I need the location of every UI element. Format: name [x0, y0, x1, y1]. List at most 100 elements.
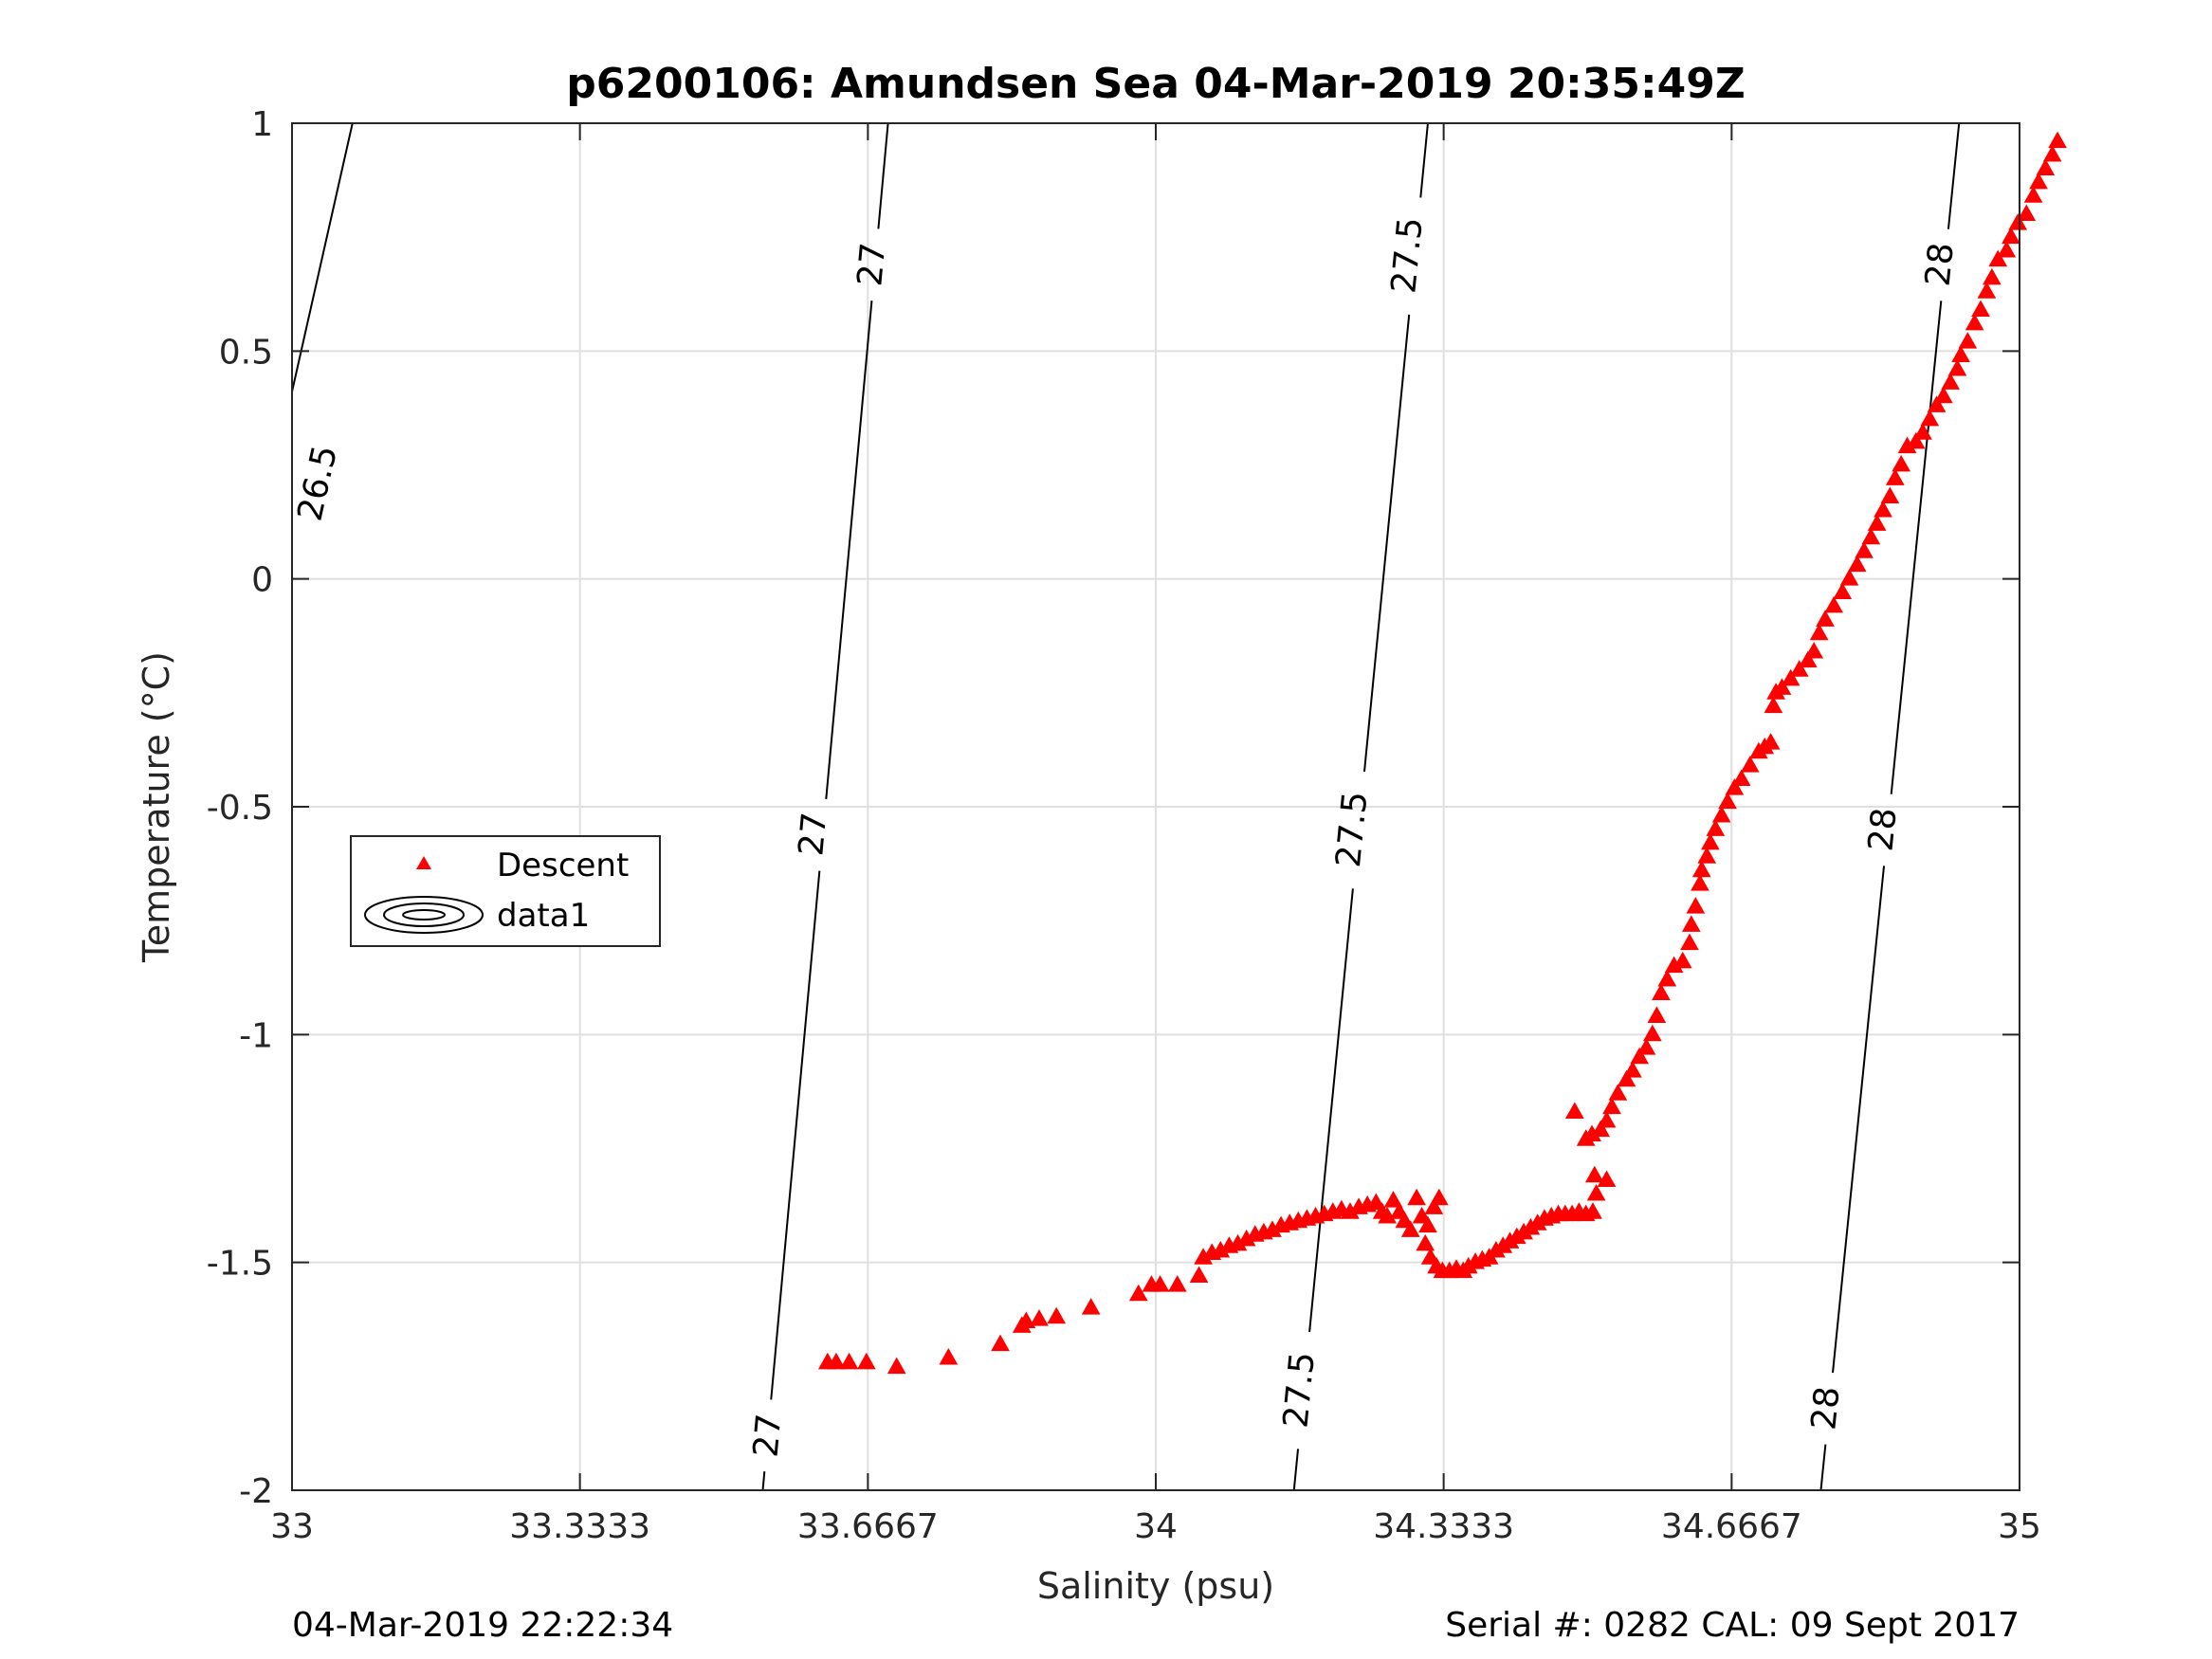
descent-point-148	[2008, 213, 2028, 230]
contour-label-27-0: 27	[746, 1413, 789, 1459]
legend-label-descent: Descent	[497, 847, 629, 884]
descent-point-77	[1597, 1170, 1617, 1188]
descent-point-87	[1630, 1047, 1650, 1065]
descent-point-147	[2002, 227, 2020, 245]
x-tick-label-2: 33.6667	[797, 1507, 939, 1546]
contour-28-segment-2	[1890, 301, 1943, 794]
descent-point-40	[1383, 1191, 1403, 1208]
descent-point-101	[1701, 832, 1720, 850]
descent-point-134	[1920, 409, 1940, 427]
contour-27-segment-2	[825, 301, 873, 800]
density-contours	[292, 123, 1961, 1490]
descent-point-146	[1997, 240, 2017, 258]
x-tick-label-3: 34	[1134, 1507, 1178, 1546]
descent-point-153	[2042, 145, 2062, 162]
descent-point-139	[1951, 345, 1970, 363]
descent-point-118	[1809, 623, 1829, 641]
descent-point-143	[1977, 282, 1997, 299]
descent-point-142	[1971, 300, 1990, 317]
descent-point-152	[2036, 158, 2056, 175]
descent-point-96	[1681, 915, 1701, 932]
descent-point-149	[2017, 204, 2037, 222]
y-tick-labels: 1 0.5 0 -0.5 -1 -1.5 -2	[207, 105, 273, 1511]
descent-point-14	[1150, 1275, 1170, 1292]
x-tick-label-0: 33	[270, 1507, 314, 1546]
descent-point-81	[1591, 1120, 1611, 1138]
y-tick-label-0: 1	[251, 105, 273, 144]
descent-point-39	[1378, 1206, 1398, 1224]
descent-point-8	[1016, 1311, 1036, 1329]
contour-26.5-segment-1	[292, 123, 354, 396]
descent-point-74	[1583, 1202, 1602, 1219]
descent-point-48	[1429, 1188, 1449, 1206]
descent-point-145	[1988, 249, 2008, 267]
descent-point-100	[1697, 847, 1717, 864]
descent-point-120	[1824, 595, 1843, 613]
contour-28-segment-0	[1819, 1444, 1827, 1490]
descent-point-107	[1740, 756, 1760, 773]
x-tick-label-4: 34.3333	[1373, 1507, 1514, 1546]
footer-timestamp: 04-Mar-2019 22:22:34	[292, 1606, 673, 1645]
legend-triangle-marker	[416, 856, 431, 869]
descent-point-9	[1030, 1309, 1049, 1326]
descent-point-16	[1189, 1266, 1209, 1283]
descent-point-106	[1731, 769, 1751, 787]
contour-label-28-1: 28	[1861, 806, 1904, 853]
descent-point-85	[1617, 1069, 1636, 1087]
descent-point-75	[1586, 1183, 1606, 1201]
legend-contour-marker	[364, 896, 484, 934]
y-tick-label-5: -1.5	[207, 1245, 273, 1284]
descent-point-125	[1861, 527, 1881, 545]
descent-point-150	[2023, 186, 2043, 203]
descent-point-137	[1941, 373, 1960, 390]
descent-series	[817, 131, 2067, 1375]
descent-point-86	[1623, 1061, 1642, 1078]
descent-point-127	[1874, 500, 1892, 518]
y-tick-label-6: -2	[239, 1472, 273, 1511]
legend-label-data1: data1	[497, 897, 590, 935]
descent-point-140	[1958, 332, 1978, 349]
x-tick-labels: 33 33.3333 33.6667 34 34.3333 34.6667 35	[270, 1507, 2041, 1546]
descent-point-128	[1880, 486, 1900, 504]
descent-point-89	[1642, 1024, 1662, 1042]
descent-point-122	[1839, 569, 1859, 586]
descent-point-90	[1647, 1006, 1667, 1024]
descent-point-84	[1608, 1084, 1628, 1101]
descent-point-95	[1680, 933, 1699, 951]
descent-point-126	[1867, 514, 1887, 531]
descent-point-102	[1706, 819, 1726, 836]
descent-point-49	[1416, 1233, 1435, 1251]
descent-point-4	[887, 1357, 906, 1375]
descent-point-94	[1673, 951, 1692, 969]
contour-27.5-segment-1	[1308, 888, 1354, 1333]
contour-27-segment-0	[761, 1471, 766, 1490]
descent-point-151	[2029, 172, 2048, 190]
descent-point-11	[1081, 1298, 1101, 1315]
contour-label-28-0: 28	[1804, 1385, 1847, 1432]
descent-point-92	[1657, 970, 1677, 987]
descent-point-44	[1407, 1188, 1426, 1206]
chart-title: p6200106: Amundsen Sea 04-Mar-2019 20:35…	[566, 60, 1745, 108]
contour-27-segment-3	[877, 123, 889, 229]
descent-point-114	[1781, 668, 1801, 686]
descent-point-124	[1855, 541, 1874, 558]
descent-point-132	[1906, 431, 1926, 449]
descent-point-80	[1564, 1102, 1584, 1119]
descent-point-136	[1933, 386, 1953, 404]
contour-27.5-segment-2	[1362, 314, 1411, 773]
descent-point-117	[1804, 641, 1824, 659]
descent-point-2	[839, 1352, 859, 1370]
descent-point-99	[1691, 860, 1711, 878]
descent-point-138	[1947, 358, 1967, 376]
descent-point-103	[1711, 805, 1731, 823]
contour-label-27.5-0: 27.5	[1276, 1350, 1323, 1430]
descent-point-144	[1982, 267, 2002, 285]
x-tick-label-6: 35	[1998, 1507, 2041, 1546]
descent-point-110	[1761, 733, 1781, 750]
descent-point-104	[1718, 792, 1737, 810]
contour-label-27-2: 27	[850, 241, 893, 287]
descent-point-116	[1798, 650, 1818, 668]
contour-27-segment-1	[770, 870, 821, 1400]
descent-point-115	[1789, 660, 1809, 677]
descent-point-12	[1128, 1284, 1148, 1302]
